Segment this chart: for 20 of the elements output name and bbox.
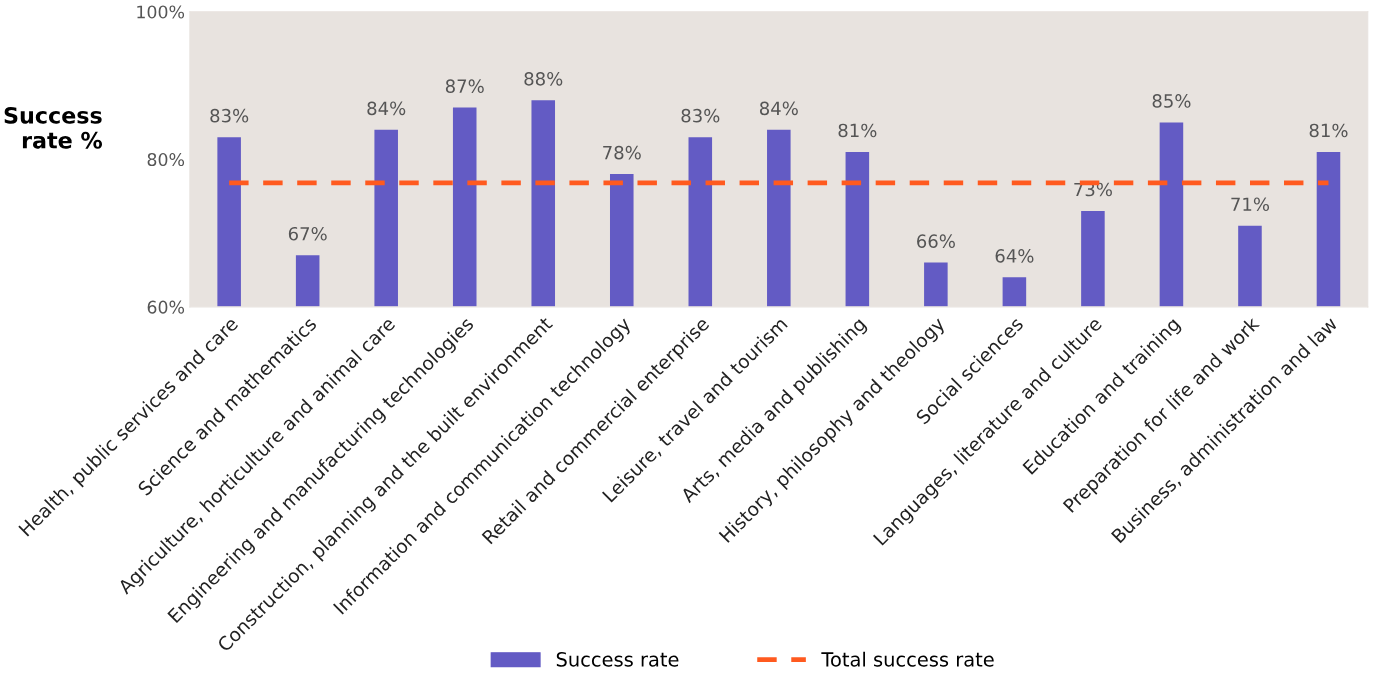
data-label: 81%: [838, 123, 877, 138]
legend-label: Total success rate: [821, 651, 994, 667]
data-label: 88%: [524, 71, 563, 86]
data-label: 84%: [759, 101, 798, 116]
data-label: 71%: [1231, 197, 1270, 212]
legend-label: Success rate: [556, 652, 679, 667]
y-tick-label: 80%: [147, 152, 185, 167]
data-label: 67%: [288, 226, 327, 241]
data-label: 83%: [210, 108, 249, 123]
data-label: 66%: [917, 234, 955, 248]
y-axis-title: Success rate %: [4, 106, 103, 149]
data-label: 83%: [681, 108, 720, 123]
data-label: 81%: [1309, 123, 1348, 138]
y-tick-label: 100%: [137, 5, 185, 19]
data-label: 87%: [445, 79, 484, 94]
data-label: 84%: [367, 101, 406, 116]
data-label: 78%: [603, 145, 641, 160]
data-label: 85%: [1152, 94, 1191, 108]
data-label: 64%: [995, 249, 1034, 263]
y-tick-label: 60%: [147, 300, 185, 314]
